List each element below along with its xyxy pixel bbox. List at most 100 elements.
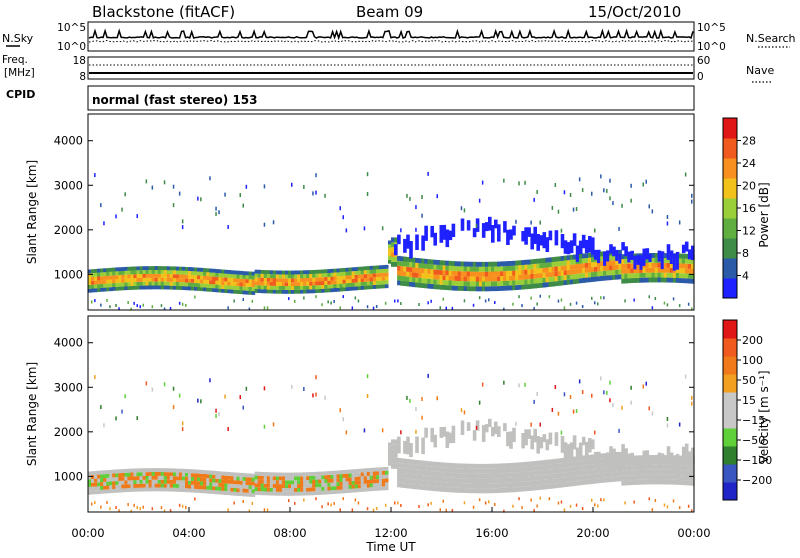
power-scatter-cell [363,281,368,286]
velocity-scatter-cell [109,473,113,478]
velocity-scatter-cell [381,474,386,479]
velocity-scatter-cell [542,469,547,475]
velocity-scatter-dot [266,508,269,512]
velocity-scatter-cell [609,467,613,473]
power-scatter-cell [588,252,592,258]
velocity-scatter-cell [612,472,616,477]
power-scatter-cell [454,261,459,267]
velocity-scatter-cell [457,463,462,469]
power-scatter-cell [91,280,95,285]
velocity-scatter-cell [206,485,210,490]
velocity-scatter-cell [554,473,559,479]
power-scatter-dot [548,295,551,299]
power-scatter-cell [148,281,153,286]
velocity-scatter-cell [678,475,683,481]
velocity-scatter-cell [503,473,507,478]
power-scatter-cell [439,275,444,280]
power-scatter-cell [409,276,413,282]
velocity-scatter-cell [145,487,150,492]
power-scatter-cell [454,276,459,281]
power-scatter-cell [603,251,607,266]
xtick-label: 20:00 [576,526,609,540]
velocity-scatter-cell [660,464,665,470]
power-scatter-cell [384,272,389,277]
velocity-scatter-cell [151,483,156,488]
velocity-scatter-cell [324,486,328,491]
velocity-scatter-cell [351,469,356,474]
power-scatter-cell [575,273,580,279]
velocity-scatter-cell [312,479,316,484]
velocity-scatter-cell [569,471,574,477]
velocity-scatter-cell [506,431,510,447]
velocity-scatter-dot [218,412,220,417]
power-scatter-cell [494,271,498,277]
velocity-scatter-cell [175,476,180,481]
power-scatter-cell [145,266,150,271]
velocity-scatter-cell [145,475,150,480]
velocity-scatter-cell [345,477,350,482]
power-scatter-cell [421,263,425,269]
power-scatter-cell [342,279,347,284]
velocity-scatter-cell [448,487,453,493]
power-scatter-cell [527,269,531,275]
velocity-scatter-dot [481,382,484,387]
velocity-scatter-cell [227,479,231,484]
velocity-scatter-cell [97,482,101,487]
power-scatter-cell [621,268,625,274]
velocity-scatter-dot [294,501,296,505]
velocity-scatter-cell [230,487,234,492]
power-scatter-cell [624,246,628,257]
velocity-scatter-cell [536,475,540,481]
power-scatter-cell [281,282,286,286]
power-scatter-cell [484,222,489,232]
velocity-scatter-cell [160,472,165,476]
velocity-scatter-cell [512,477,516,483]
power-scatter-cell [575,278,580,284]
power-scatter-cell [466,281,471,287]
power-scatter-cell [369,273,374,278]
velocity-scatter-dot [569,395,572,399]
velocity-scatter-cell [691,447,695,464]
velocity-scatter-cell [621,475,625,481]
velocity-scatter-cell [230,483,234,488]
velocity-scatter-cell [345,485,350,490]
power-scatter-cell [363,270,368,275]
power-scatter-cell [269,278,274,282]
power-scatter-cell [148,285,153,290]
velocity-scatter-cell [151,479,156,484]
power-scatter-dot [421,195,423,199]
power-scatter-dot [503,178,505,183]
velocity-scatter-cell [124,468,128,473]
power-scatter-dot [363,226,366,231]
power-scatter-cell [245,279,250,283]
power-scatter-cell [433,284,437,290]
power-scatter-cell [215,280,219,285]
power-scatter-cell [224,285,228,290]
power-scatter-dot [600,174,602,179]
power-scatter-cell [272,270,277,275]
power-scatter-cell [406,271,410,277]
velocity-scatter-cell [300,472,304,477]
velocity-scatter-cell [357,488,362,492]
power-scatter-cell [345,279,350,284]
power-scatter-cell [566,270,571,275]
power-scatter-cell [488,266,492,272]
power-scatter-cell [572,274,577,280]
velocity-scatter-dot [330,503,332,507]
velocity-scatter-cell [248,489,253,493]
power-scatter-cell [112,283,116,287]
velocity-scatter-cell [354,484,359,489]
power-scatter-cell [172,281,177,286]
power-scatter-cell [172,270,177,275]
power-scatter-cell [533,259,537,264]
power-scatter-cell [360,278,365,283]
power-scatter-dot [200,197,202,202]
velocity-scatter-cell [336,474,341,479]
power-scatter-dot [648,204,650,209]
power-scatter-cell [206,280,210,284]
power-scatter-cell [303,270,307,275]
power-scatter-cell [154,270,159,274]
power-scatter-cell [351,267,356,272]
power-scatter-cell [312,277,316,282]
power-scatter-dot [197,196,199,201]
